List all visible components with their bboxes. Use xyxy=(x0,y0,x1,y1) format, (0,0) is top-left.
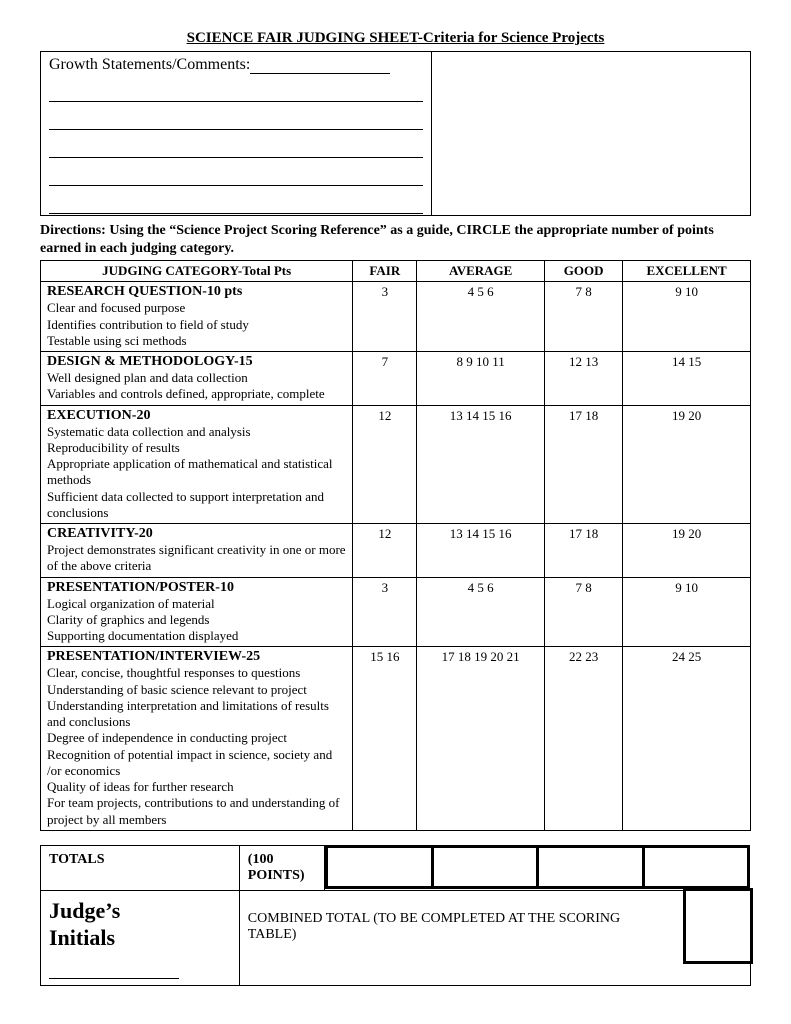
comments-box: Growth Statements/Comments: xyxy=(40,51,751,216)
initials-blank xyxy=(49,978,179,979)
totals-row: TOTALS (100 POINTS) xyxy=(41,845,751,890)
category-title: PRESENTATION/POSTER-10 xyxy=(47,580,346,596)
category-cell: DESIGN & METHODOLOGY-15Well designed pla… xyxy=(41,352,353,406)
score-exc: 19 20 xyxy=(623,405,751,524)
judge-initials-cell: Judge’s Initials xyxy=(41,890,240,986)
score-avg: 8 9 10 11 xyxy=(417,352,545,406)
score-good: 7 8 xyxy=(545,282,623,352)
category-row: PRESENTATION/POSTER-10Logical organizati… xyxy=(41,577,751,647)
header-good: GOOD xyxy=(545,261,623,282)
score-exc: 24 25 xyxy=(623,647,751,831)
totals-label: TOTALS xyxy=(41,845,240,890)
category-criterion: Appropriate application of mathematical … xyxy=(47,456,346,489)
header-fair: FAIR xyxy=(353,261,417,282)
score-avg: 13 14 15 16 xyxy=(417,524,545,578)
score-fair: 15 16 xyxy=(353,647,417,831)
category-cell: RESEARCH QUESTION-10 ptsClear and focuse… xyxy=(41,282,353,352)
score-exc: 9 10 xyxy=(623,282,751,352)
score-avg: 4 5 6 xyxy=(417,282,545,352)
blank-line xyxy=(49,132,423,158)
category-criterion: Clear and focused purpose xyxy=(47,300,346,316)
score-good: 17 18 xyxy=(545,405,623,524)
category-criterion: Systematic data collection and analysis xyxy=(47,424,346,440)
comments-label: Growth Statements/Comments: xyxy=(49,56,250,73)
comments-left: Growth Statements/Comments: xyxy=(41,52,431,215)
category-cell: PRESENTATION/POSTER-10Logical organizati… xyxy=(41,577,353,647)
category-criterion: Recognition of potential impact in scien… xyxy=(47,747,346,780)
category-criterion: Testable using sci methods xyxy=(47,333,346,349)
score-good: 7 8 xyxy=(545,577,623,647)
totals-section: TOTALS (100 POINTS) Judge’s Initials COM… xyxy=(40,845,751,987)
category-title: DESIGN & METHODOLOGY-15 xyxy=(47,354,346,370)
category-criterion: Project demonstrates significant creativ… xyxy=(47,542,346,575)
category-title: CREATIVITY-20 xyxy=(47,526,346,542)
combined-total-box xyxy=(683,888,753,964)
blank-inline xyxy=(250,73,390,74)
header-row: JUDGING CATEGORY-Total Pts FAIR AVERAGE … xyxy=(41,261,751,282)
category-criterion: Well designed plan and data collection xyxy=(47,370,346,386)
score-fair: 3 xyxy=(353,577,417,647)
header-average: AVERAGE xyxy=(417,261,545,282)
combined-total-text: COMBINED TOTAL (TO BE COMPLETED AT THE S… xyxy=(248,897,742,943)
category-criterion: For team projects, contributions to and … xyxy=(47,795,346,828)
category-row: CREATIVITY-20Project demonstrates signif… xyxy=(41,524,751,578)
header-category: JUDGING CATEGORY-Total Pts xyxy=(41,261,353,282)
category-row: RESEARCH QUESTION-10 ptsClear and focuse… xyxy=(41,282,751,352)
total-average-box xyxy=(431,845,540,889)
page-title: SCIENCE FAIR JUDGING SHEET-Criteria for … xyxy=(40,30,751,47)
score-good: 12 13 xyxy=(545,352,623,406)
category-criterion: Quality of ideas for further research xyxy=(47,779,346,795)
score-exc: 19 20 xyxy=(623,524,751,578)
blank-line xyxy=(49,76,423,102)
score-fair: 7 xyxy=(353,352,417,406)
category-criterion: Variables and controls defined, appropri… xyxy=(47,386,346,402)
score-good: 17 18 xyxy=(545,524,623,578)
category-criterion: Understanding interpretation and limitat… xyxy=(47,698,346,731)
total-good-box xyxy=(536,845,645,889)
total-excellent-box xyxy=(642,845,751,889)
judge-row: Judge’s Initials COMBINED TOTAL (TO BE C… xyxy=(41,890,751,986)
comments-right xyxy=(431,52,750,215)
blank-line xyxy=(49,188,423,214)
category-criterion: Identifies contribution to field of stud… xyxy=(47,317,346,333)
category-title: PRESENTATION/INTERVIEW-25 xyxy=(47,649,346,665)
totals-table: TOTALS (100 POINTS) Judge’s Initials COM… xyxy=(40,845,751,987)
total-fair-box xyxy=(325,845,434,889)
blank-line xyxy=(49,160,423,186)
category-row: PRESENTATION/INTERVIEW-25Clear, concise,… xyxy=(41,647,751,831)
category-title: RESEARCH QUESTION-10 pts xyxy=(47,284,346,300)
score-exc: 14 15 xyxy=(623,352,751,406)
category-cell: CREATIVITY-20Project demonstrates signif… xyxy=(41,524,353,578)
score-avg: 4 5 6 xyxy=(417,577,545,647)
category-criterion: Reproducibility of results xyxy=(47,440,346,456)
directions: Directions: Using the “Science Project S… xyxy=(40,222,751,258)
blank-line xyxy=(49,104,423,130)
totals-score-boxes xyxy=(325,845,751,889)
category-cell: EXECUTION-20Systematic data collection a… xyxy=(41,405,353,524)
judge-label-2: Initials xyxy=(49,925,115,950)
score-avg: 13 14 15 16 xyxy=(417,405,545,524)
scoring-table: JUDGING CATEGORY-Total Pts FAIR AVERAGE … xyxy=(40,260,751,831)
category-criterion: Logical organization of material xyxy=(47,596,346,612)
category-criterion: Understanding of basic science relevant … xyxy=(47,682,346,698)
category-criterion: Clear, concise, thoughtful responses to … xyxy=(47,665,346,681)
score-fair: 12 xyxy=(353,524,417,578)
category-title: EXECUTION-20 xyxy=(47,408,346,424)
category-criterion: Sufficient data collected to support int… xyxy=(47,489,346,522)
score-fair: 12 xyxy=(353,405,417,524)
category-criterion: Clarity of graphics and legends xyxy=(47,612,346,628)
score-avg: 17 18 19 20 21 xyxy=(417,647,545,831)
header-excellent: EXCELLENT xyxy=(623,261,751,282)
totals-max: (100 POINTS) xyxy=(239,845,324,890)
category-row: DESIGN & METHODOLOGY-15Well designed pla… xyxy=(41,352,751,406)
category-cell: PRESENTATION/INTERVIEW-25Clear, concise,… xyxy=(41,647,353,831)
score-exc: 9 10 xyxy=(623,577,751,647)
score-good: 22 23 xyxy=(545,647,623,831)
combined-total-cell: COMBINED TOTAL (TO BE COMPLETED AT THE S… xyxy=(239,890,750,986)
category-row: EXECUTION-20Systematic data collection a… xyxy=(41,405,751,524)
category-criterion: Degree of independence in conducting pro… xyxy=(47,730,346,746)
judge-label-1: Judge’s xyxy=(49,898,120,923)
score-fair: 3 xyxy=(353,282,417,352)
category-criterion: Supporting documentation displayed xyxy=(47,628,346,644)
